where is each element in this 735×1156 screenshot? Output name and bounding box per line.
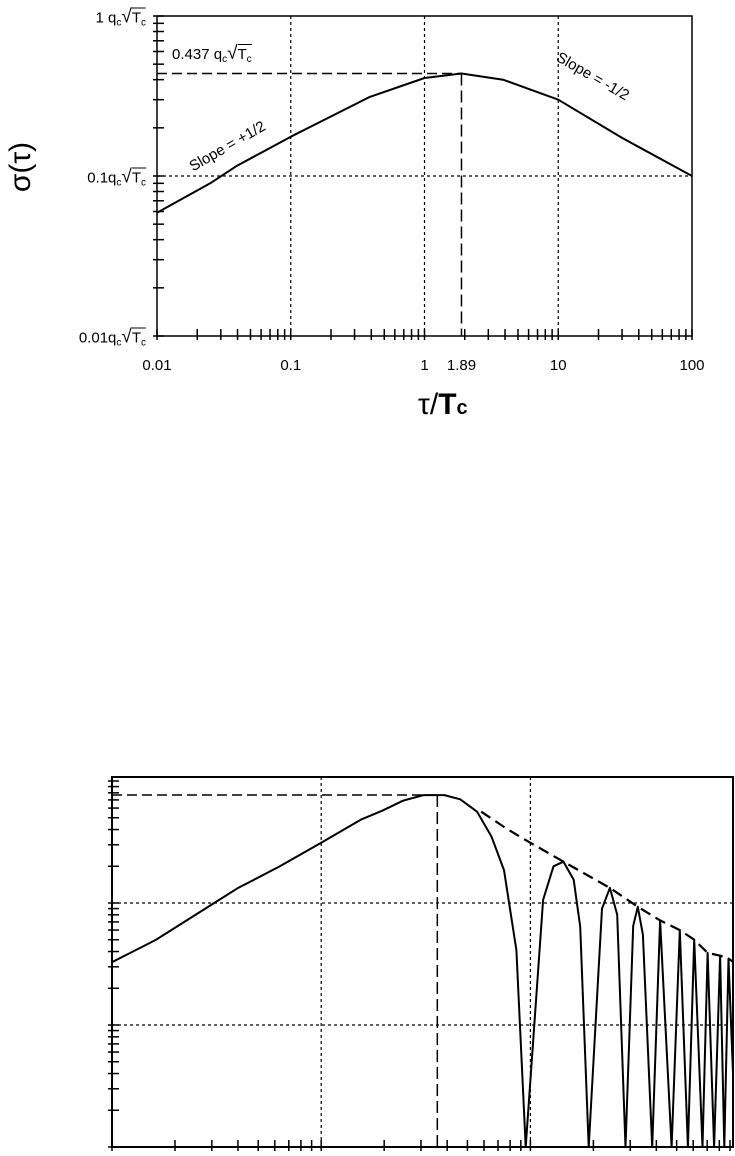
x-tick-label: 100 [679,357,705,374]
plot-frame [111,776,734,1148]
x-tick-label: 10 [549,357,567,374]
y-tick-label: 0.1qc√Tc [87,166,146,189]
y-axis-title: σ(τ) [4,141,38,193]
sigma-curve [111,794,734,1148]
y-tick-label: 0.01qc√Tc [78,326,146,349]
sigma-curve [156,72,693,214]
y-tick-label: 1 qc√Tc [95,6,146,29]
x-tick-label: 1 [420,357,429,374]
peak-value-label: 0.437 qc√Tc [172,42,252,65]
x-axis-title: τ/Tc [418,388,468,421]
bottom-chart [108,776,734,1151]
envelope-dashed-line [480,810,734,963]
x-tick-label: 0.01 [142,357,172,374]
x-tick-label: 0.1 [280,357,302,374]
top-chart [153,15,693,340]
x-tick-label: 1.89 [446,357,477,374]
